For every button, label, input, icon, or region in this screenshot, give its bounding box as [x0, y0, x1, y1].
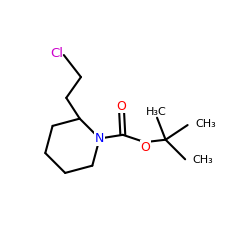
- Text: CH₃: CH₃: [192, 155, 213, 165]
- Text: Cl: Cl: [50, 46, 64, 60]
- Text: N: N: [95, 132, 104, 145]
- Text: H₃C: H₃C: [146, 107, 166, 117]
- Text: O: O: [117, 100, 126, 113]
- Text: CH₃: CH₃: [195, 119, 216, 129]
- Text: O: O: [140, 141, 150, 154]
